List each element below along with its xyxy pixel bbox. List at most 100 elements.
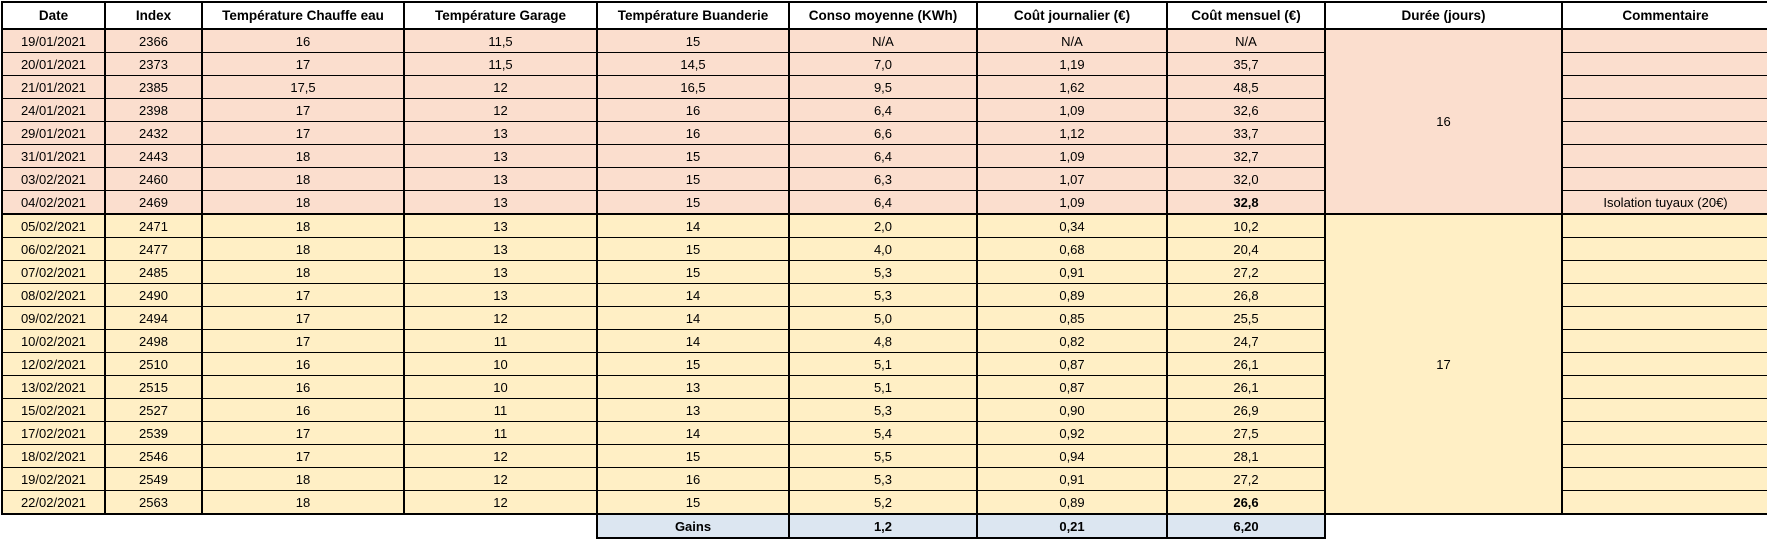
cell-date[interactable]: 31/01/2021 <box>1 144 106 168</box>
cell-date[interactable]: 13/02/2021 <box>1 375 106 399</box>
cell-date[interactable]: 04/02/2021 <box>1 190 106 215</box>
cell-conso[interactable]: 6,3 <box>788 167 978 191</box>
cell-cout-m[interactable]: 10,2 <box>1166 213 1326 238</box>
cell-t-chauffe-eau[interactable]: 18 <box>201 237 405 261</box>
cell-conso[interactable]: 9,5 <box>788 75 978 99</box>
cell-cout-j[interactable]: 0,92 <box>976 421 1168 445</box>
cell-t-buanderie[interactable]: 13 <box>596 375 790 399</box>
cell-commentaire[interactable] <box>1561 167 1767 191</box>
cell-index[interactable]: 2385 <box>104 75 203 99</box>
cell-t-chauffe-eau[interactable]: 17 <box>201 421 405 445</box>
cell-cout-m[interactable]: 32,0 <box>1166 167 1326 191</box>
cell-index[interactable]: 2477 <box>104 237 203 261</box>
cell-t-buanderie[interactable]: 14 <box>596 213 790 238</box>
cell-date[interactable]: 09/02/2021 <box>1 306 106 330</box>
cell-commentaire[interactable] <box>1561 467 1767 491</box>
cell-t-chauffe-eau[interactable]: 16 <box>201 398 405 422</box>
cell-cout-j[interactable]: 0,68 <box>976 237 1168 261</box>
cell-cout-j[interactable]: 0,91 <box>976 467 1168 491</box>
cell-t-buanderie[interactable]: 16 <box>596 467 790 491</box>
cell-t-chauffe-eau[interactable]: 17 <box>201 121 405 145</box>
gains-label[interactable]: Gains <box>596 513 790 539</box>
cell-cout-j[interactable]: 0,89 <box>976 283 1168 307</box>
cell-conso[interactable]: 7,0 <box>788 52 978 76</box>
cell-index[interactable]: 2366 <box>104 28 203 53</box>
cell-index[interactable]: 2549 <box>104 467 203 491</box>
cell-t-garage[interactable]: 11,5 <box>403 52 598 76</box>
cell-cout-j[interactable]: 0,90 <box>976 398 1168 422</box>
cell-conso[interactable]: 2,0 <box>788 213 978 238</box>
cell-date[interactable]: 24/01/2021 <box>1 98 106 122</box>
cell-cout-j[interactable]: 1,07 <box>976 167 1168 191</box>
cell-t-garage[interactable]: 13 <box>403 213 598 238</box>
cell-commentaire[interactable] <box>1561 283 1767 307</box>
cell-cout-j[interactable]: 0,91 <box>976 260 1168 284</box>
cell-t-chauffe-eau[interactable]: 16 <box>201 28 405 53</box>
cell-commentaire[interactable]: Isolation tuyaux (20€) <box>1561 190 1767 215</box>
cell-t-garage[interactable]: 11,5 <box>403 28 598 53</box>
cell-t-buanderie[interactable]: 15 <box>596 444 790 468</box>
cell-date[interactable]: 29/01/2021 <box>1 121 106 145</box>
cell-cout-j[interactable]: 1,19 <box>976 52 1168 76</box>
cell-t-garage[interactable]: 13 <box>403 121 598 145</box>
cell-cout-m[interactable]: 32,8 <box>1166 190 1326 215</box>
cell-index[interactable]: 2432 <box>104 121 203 145</box>
cell-date[interactable]: 05/02/2021 <box>1 213 106 238</box>
cell-cout-m[interactable]: 24,7 <box>1166 329 1326 353</box>
cell-t-buanderie[interactable]: 15 <box>596 144 790 168</box>
cell-t-garage[interactable]: 13 <box>403 237 598 261</box>
cell-t-buanderie[interactable]: 16,5 <box>596 75 790 99</box>
cell-date[interactable]: 19/02/2021 <box>1 467 106 491</box>
cell-cout-j[interactable]: 1,09 <box>976 98 1168 122</box>
cell-cout-m[interactable]: 35,7 <box>1166 52 1326 76</box>
cell-t-chauffe-eau[interactable]: 17 <box>201 52 405 76</box>
header-temperature-buanderie[interactable]: Température Buanderie <box>596 1 790 30</box>
cell-cout-m[interactable]: 32,6 <box>1166 98 1326 122</box>
cell-conso[interactable]: 5,3 <box>788 260 978 284</box>
cell-index[interactable]: 2398 <box>104 98 203 122</box>
cell-cout-j[interactable]: N/A <box>976 28 1168 53</box>
cell-cout-m[interactable]: 27,5 <box>1166 421 1326 445</box>
cell-t-garage[interactable]: 10 <box>403 352 598 376</box>
cell-cout-j[interactable]: 0,94 <box>976 444 1168 468</box>
cell-t-chauffe-eau[interactable]: 17 <box>201 98 405 122</box>
cell-date[interactable]: 10/02/2021 <box>1 329 106 353</box>
cell-t-chauffe-eau[interactable]: 17 <box>201 329 405 353</box>
cell-date[interactable]: 22/02/2021 <box>1 490 106 515</box>
cell-t-chauffe-eau[interactable]: 18 <box>201 190 405 215</box>
cell-conso[interactable]: 5,3 <box>788 398 978 422</box>
cell-t-buanderie[interactable]: 15 <box>596 352 790 376</box>
cell-t-buanderie[interactable]: 15 <box>596 490 790 515</box>
cell-t-chauffe-eau[interactable]: 17,5 <box>201 75 405 99</box>
cell-t-garage[interactable]: 12 <box>403 98 598 122</box>
cell-t-garage[interactable]: 11 <box>403 421 598 445</box>
cell-index[interactable]: 2515 <box>104 375 203 399</box>
cell-index[interactable]: 2471 <box>104 213 203 238</box>
cell-t-buanderie[interactable]: 15 <box>596 260 790 284</box>
cell-commentaire[interactable] <box>1561 121 1767 145</box>
cell-index[interactable]: 2460 <box>104 167 203 191</box>
cell-index[interactable]: 2498 <box>104 329 203 353</box>
cell-conso[interactable]: 5,3 <box>788 283 978 307</box>
cell-index[interactable]: 2373 <box>104 52 203 76</box>
cell-date[interactable]: 12/02/2021 <box>1 352 106 376</box>
cell-t-garage[interactable]: 13 <box>403 283 598 307</box>
cell-t-chauffe-eau[interactable]: 17 <box>201 444 405 468</box>
cell-t-garage[interactable]: 12 <box>403 444 598 468</box>
cell-cout-m[interactable]: 26,9 <box>1166 398 1326 422</box>
header-duree-jours[interactable]: Durée (jours) <box>1324 1 1563 30</box>
cell-cout-j[interactable]: 1,09 <box>976 190 1168 215</box>
cell-index[interactable]: 2539 <box>104 421 203 445</box>
cell-t-chauffe-eau[interactable]: 17 <box>201 306 405 330</box>
cell-conso[interactable]: 5,4 <box>788 421 978 445</box>
cell-t-chauffe-eau[interactable]: 18 <box>201 260 405 284</box>
cell-t-buanderie[interactable]: 15 <box>596 28 790 53</box>
cell-duree-merged[interactable]: 16 <box>1324 28 1563 215</box>
cell-conso[interactable]: N/A <box>788 28 978 53</box>
header-cout-journalier[interactable]: Coût journalier (€) <box>976 1 1168 30</box>
header-cout-mensuel[interactable]: Coût mensuel (€) <box>1166 1 1326 30</box>
cell-t-buanderie[interactable]: 15 <box>596 190 790 215</box>
cell-cout-m[interactable]: 27,2 <box>1166 260 1326 284</box>
cell-index[interactable]: 2510 <box>104 352 203 376</box>
cell-date[interactable]: 03/02/2021 <box>1 167 106 191</box>
